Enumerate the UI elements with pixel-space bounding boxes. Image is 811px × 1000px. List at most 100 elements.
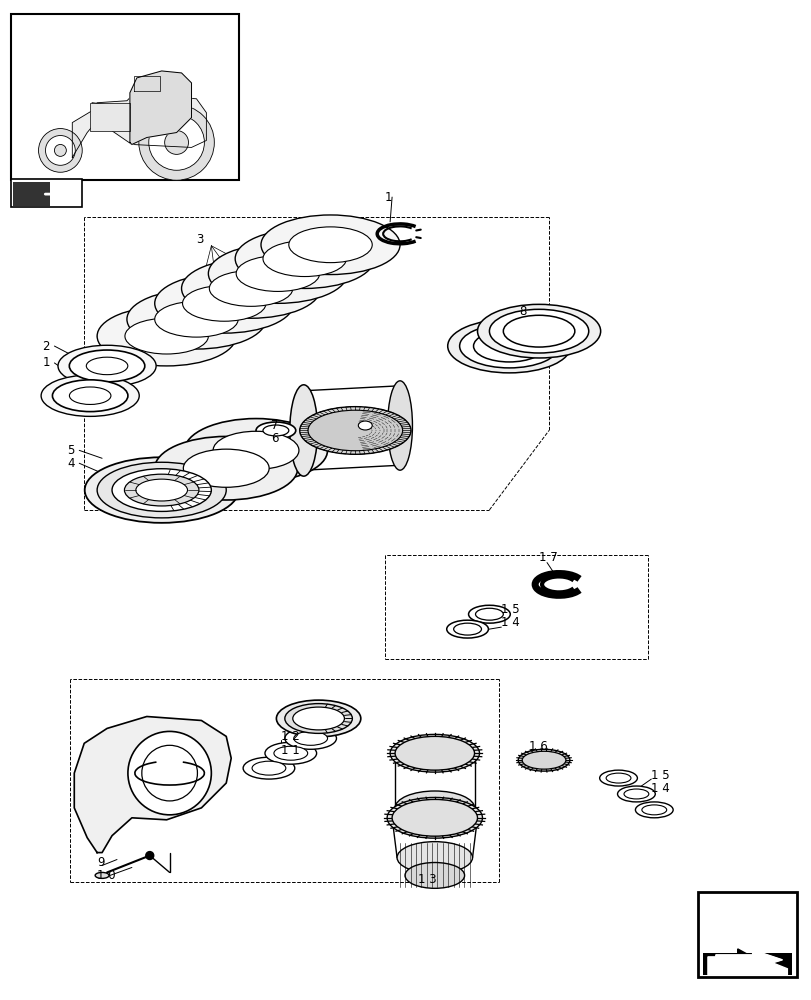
- Ellipse shape: [58, 345, 156, 387]
- Ellipse shape: [209, 271, 293, 306]
- Ellipse shape: [358, 421, 371, 430]
- Ellipse shape: [208, 244, 347, 303]
- Ellipse shape: [605, 773, 630, 783]
- Ellipse shape: [236, 256, 320, 291]
- Ellipse shape: [503, 315, 574, 347]
- Text: 1 4: 1 4: [500, 616, 520, 629]
- Ellipse shape: [86, 357, 127, 375]
- Text: 1 5: 1 5: [650, 769, 669, 782]
- Ellipse shape: [517, 749, 569, 771]
- Ellipse shape: [276, 700, 360, 737]
- Ellipse shape: [293, 707, 344, 730]
- Ellipse shape: [299, 407, 410, 454]
- Text: 3: 3: [196, 233, 204, 246]
- Text: 1 1: 1 1: [281, 744, 299, 757]
- Text: 1 4: 1 4: [650, 782, 669, 795]
- Ellipse shape: [446, 620, 488, 638]
- Ellipse shape: [182, 259, 320, 318]
- Ellipse shape: [617, 786, 654, 802]
- Bar: [702, 955, 792, 975]
- Ellipse shape: [69, 350, 144, 382]
- Ellipse shape: [155, 436, 298, 500]
- Text: 1 5: 1 5: [500, 603, 519, 616]
- Ellipse shape: [623, 789, 648, 799]
- Text: 1: 1: [42, 356, 50, 369]
- Text: 9: 9: [97, 856, 105, 869]
- Ellipse shape: [453, 623, 481, 635]
- Ellipse shape: [124, 474, 199, 506]
- Ellipse shape: [294, 731, 327, 745]
- Text: 1 6: 1 6: [529, 740, 547, 753]
- Text: 5: 5: [67, 444, 75, 457]
- Ellipse shape: [459, 324, 558, 368]
- Circle shape: [148, 115, 204, 170]
- Text: 8: 8: [518, 305, 526, 318]
- Bar: [11, 179, 82, 207]
- Polygon shape: [130, 71, 191, 144]
- Ellipse shape: [387, 797, 482, 838]
- Ellipse shape: [389, 734, 479, 772]
- Bar: [697, 892, 796, 977]
- Ellipse shape: [182, 285, 266, 321]
- Ellipse shape: [263, 241, 346, 277]
- Ellipse shape: [97, 462, 226, 518]
- Ellipse shape: [263, 425, 289, 436]
- Circle shape: [146, 852, 153, 860]
- Ellipse shape: [521, 751, 565, 769]
- Circle shape: [142, 745, 197, 801]
- Ellipse shape: [273, 746, 307, 760]
- Ellipse shape: [95, 872, 109, 878]
- Ellipse shape: [285, 704, 352, 733]
- Ellipse shape: [255, 422, 295, 439]
- Ellipse shape: [489, 309, 588, 353]
- Ellipse shape: [242, 757, 294, 779]
- Ellipse shape: [127, 289, 266, 349]
- Bar: [11, 14, 239, 180]
- Ellipse shape: [475, 608, 503, 620]
- Ellipse shape: [307, 410, 402, 451]
- Circle shape: [38, 129, 82, 172]
- Ellipse shape: [289, 227, 371, 263]
- Ellipse shape: [260, 215, 400, 275]
- Ellipse shape: [84, 457, 238, 523]
- Ellipse shape: [285, 727, 336, 749]
- Ellipse shape: [97, 306, 236, 366]
- Ellipse shape: [387, 381, 412, 470]
- Polygon shape: [715, 950, 782, 969]
- Ellipse shape: [155, 301, 238, 337]
- Bar: [13, 182, 50, 206]
- Circle shape: [45, 136, 75, 165]
- Text: 2: 2: [42, 340, 50, 353]
- Ellipse shape: [473, 330, 544, 362]
- Ellipse shape: [395, 791, 474, 825]
- Text: 4: 4: [67, 457, 75, 470]
- Circle shape: [54, 144, 67, 156]
- Ellipse shape: [290, 385, 317, 476]
- Text: 6: 6: [271, 432, 278, 445]
- Text: 1 7: 1 7: [539, 551, 557, 564]
- Ellipse shape: [477, 304, 600, 358]
- Circle shape: [165, 131, 188, 154]
- Ellipse shape: [184, 419, 327, 482]
- Ellipse shape: [641, 805, 666, 815]
- Text: 1: 1: [384, 191, 393, 204]
- Ellipse shape: [264, 742, 316, 764]
- Bar: [90, 103, 130, 131]
- Ellipse shape: [392, 799, 477, 836]
- Ellipse shape: [395, 736, 474, 770]
- Ellipse shape: [599, 770, 637, 786]
- Ellipse shape: [405, 863, 464, 888]
- Ellipse shape: [397, 842, 472, 873]
- Text: 1 0: 1 0: [97, 869, 116, 882]
- Polygon shape: [72, 96, 206, 157]
- Circle shape: [128, 731, 211, 815]
- Ellipse shape: [468, 605, 509, 623]
- Polygon shape: [707, 957, 787, 975]
- Ellipse shape: [447, 319, 570, 373]
- Polygon shape: [74, 717, 231, 853]
- Ellipse shape: [53, 380, 128, 412]
- Ellipse shape: [69, 387, 111, 404]
- Ellipse shape: [155, 274, 294, 333]
- Ellipse shape: [251, 761, 285, 775]
- Ellipse shape: [125, 318, 208, 354]
